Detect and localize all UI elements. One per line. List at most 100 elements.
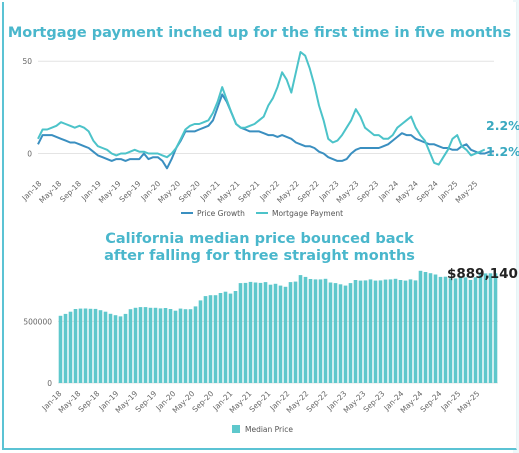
bar-median-price — [443, 276, 448, 383]
bar-median-price — [253, 282, 258, 383]
line-chart-title: Mortgage payment inched up for the first… — [7, 25, 512, 41]
bar-median-price — [263, 282, 268, 383]
bar-chart-x-tick: Sep-19 — [133, 389, 158, 414]
bar-median-price — [103, 311, 108, 383]
line-series-mortgage-payment — [37, 51, 486, 166]
bar-median-price — [333, 283, 338, 383]
bar-median-price — [428, 273, 433, 383]
bar-median-price — [328, 282, 333, 383]
bar-median-price — [493, 273, 498, 383]
bar-median-price — [458, 276, 463, 383]
line-chart-x-tick: May-19 — [97, 179, 123, 205]
line-chart-x-tick: Sep-22 — [296, 179, 321, 204]
bar-chart-x-tick: Sep-21 — [247, 389, 272, 414]
bar-median-price — [88, 308, 93, 383]
bar-median-price — [403, 280, 408, 383]
legend-median-price-swatch — [232, 425, 240, 433]
bar-median-price — [223, 291, 228, 383]
bar-median-price — [58, 315, 63, 383]
line-chart-x-tick: May-20 — [156, 179, 182, 205]
bar-median-price — [248, 281, 253, 383]
bar-median-price — [483, 273, 488, 383]
line-chart-x-tick: May-22 — [275, 179, 301, 205]
line-chart-x-tick: Sep-19 — [117, 179, 142, 204]
line-series-price-growth — [37, 93, 495, 170]
bar-median-price — [288, 282, 293, 383]
bar-median-price — [208, 295, 213, 383]
bar-median-price — [318, 279, 323, 383]
bar-median-price — [363, 280, 368, 383]
bar-median-price — [323, 278, 328, 383]
bar-median-price — [238, 283, 243, 383]
bar-median-price — [108, 313, 113, 383]
bar-median-price — [398, 280, 403, 383]
bar-chart-x-tick: Sep-18 — [76, 389, 101, 414]
bar-median-price — [198, 300, 203, 383]
price-growth-end-label: 1.2% — [486, 144, 519, 159]
line-chart-x-tick: Sep-21 — [236, 179, 261, 204]
bar-median-price — [243, 282, 248, 383]
bar-median-price — [188, 309, 193, 383]
bar-median-price — [63, 313, 68, 383]
bar-median-price — [408, 279, 413, 383]
bar-median-price — [143, 307, 148, 383]
bar-median-price — [433, 274, 438, 383]
bar-median-price — [228, 293, 233, 383]
bar-chart-x-tick: Sep-24 — [418, 389, 443, 414]
bar-median-price — [478, 272, 483, 383]
bar-median-price — [348, 283, 353, 383]
bar-chart-y-tick: 500000 — [23, 317, 52, 326]
bar-median-price — [83, 308, 88, 383]
legend-median-price-label: Median Price — [245, 425, 293, 434]
line-chart-x-tick: Sep-20 — [177, 179, 202, 204]
bar-median-price — [213, 295, 218, 383]
bar-median-price — [183, 309, 188, 383]
bar-median-price — [78, 308, 83, 383]
bar-chart-y-tick: 0 — [47, 379, 52, 388]
line-chart-x-tick: May-24 — [394, 179, 420, 205]
bar-median-price — [233, 291, 238, 383]
bar-median-price — [308, 279, 313, 383]
latest-median-price-label: $889,140 — [447, 266, 518, 282]
bar-median-price — [383, 279, 388, 383]
bar-median-price — [373, 280, 378, 383]
bar-chart-x-tick: Sep-20 — [190, 389, 215, 414]
bar-median-price — [368, 279, 373, 383]
bar-median-price — [378, 280, 383, 383]
line-chart-x-tick: Sep-18 — [58, 179, 83, 204]
bar-median-price — [463, 277, 468, 383]
bar-median-price — [158, 308, 163, 383]
bar-median-price — [168, 309, 173, 383]
bar-median-price — [313, 279, 318, 383]
bar-median-price — [343, 285, 348, 383]
line-chart-y-tick: 50 — [22, 57, 32, 66]
bar-median-price — [448, 278, 453, 383]
bar-median-price — [68, 311, 73, 383]
line-chart-x-tick: May-21 — [216, 179, 242, 205]
bar-median-price — [93, 308, 98, 383]
bar-median-price — [258, 282, 263, 383]
mortgage-payment-end-label: 2.2% — [486, 118, 519, 133]
bar-median-price — [488, 273, 493, 383]
bar-median-price — [98, 310, 103, 383]
bar-median-price — [118, 316, 123, 383]
bar-chart-x-tick: Sep-23 — [361, 389, 386, 414]
bar-median-price — [203, 296, 208, 383]
bar-median-price — [278, 285, 283, 383]
line-chart-y-tick: 0 — [27, 150, 32, 159]
bar-chart-x-tick: Sep-22 — [304, 389, 329, 414]
bar-median-price — [163, 308, 168, 383]
bar-median-price — [128, 309, 133, 383]
bar-median-price — [303, 276, 308, 383]
bar-median-price — [293, 281, 298, 383]
bar-chart-title: California median price bounced back aft… — [0, 231, 519, 265]
bar-median-price — [133, 307, 138, 383]
bar-median-price — [423, 272, 428, 383]
legend-mortgage-payment-label: Mortgage Payment — [272, 209, 343, 218]
bar-median-price — [388, 279, 393, 383]
bar-median-price — [358, 280, 363, 383]
line-chart-x-tick: May-18 — [37, 179, 63, 205]
bar-median-price — [123, 313, 128, 383]
bar-median-price — [453, 278, 458, 383]
bar-median-price — [268, 284, 273, 383]
